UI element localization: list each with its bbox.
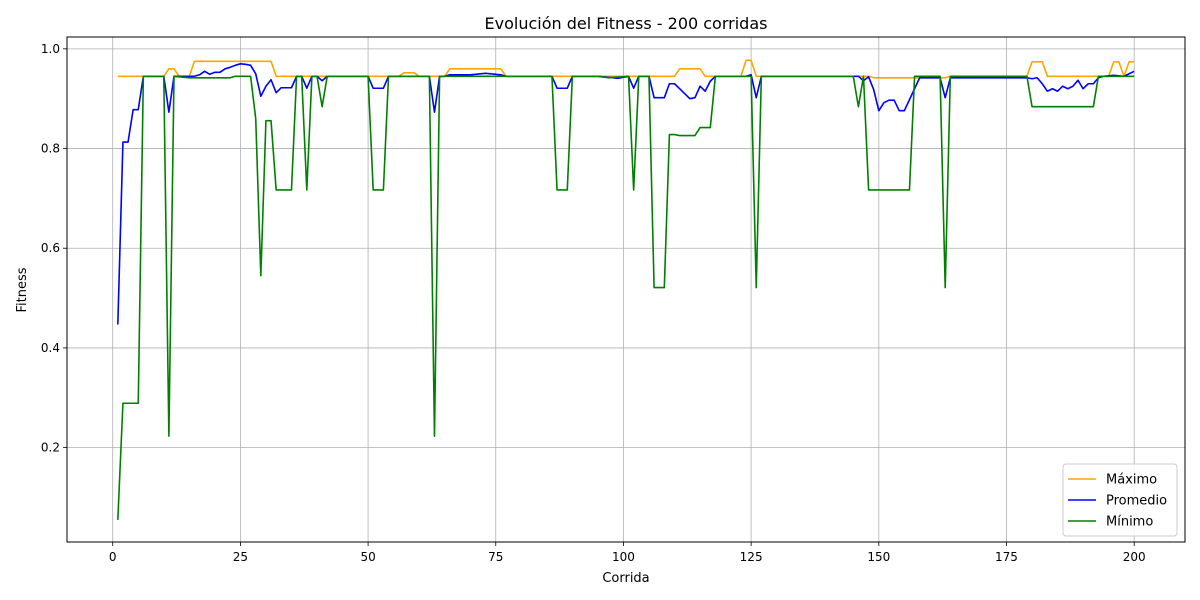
y-tick-label: 0.4	[41, 341, 60, 355]
y-axis-ticks: 0.2 0.4 0.6 0.8 1.0	[41, 42, 67, 455]
legend-label: Promedio	[1106, 494, 1167, 509]
legend-label: Máximo	[1106, 473, 1157, 488]
x-tick-label: 75	[488, 550, 503, 564]
series-line-1	[117, 59, 1135, 79]
grid-lines	[67, 37, 1185, 542]
x-tick-label: 50	[360, 550, 375, 564]
legend: Máximo Promedio Mínimo	[1062, 463, 1178, 537]
x-tick-label: 175	[995, 550, 1018, 564]
x-tick-label: 125	[740, 550, 763, 564]
x-tick-label: 100	[612, 550, 635, 564]
x-tick-label: 25	[233, 550, 248, 564]
chart-title: Evolución del Fitness - 200 corridas	[485, 14, 768, 33]
series-line-3	[117, 75, 1135, 520]
series-lines	[117, 59, 1135, 520]
y-tick-label: 1.0	[41, 42, 60, 56]
x-tick-label: 0	[109, 550, 117, 564]
x-axis-ticks: 0 25 50 75 100 125 150 175 200	[109, 542, 1146, 564]
plot-frame	[66, 36, 1186, 543]
y-tick-label: 0.8	[41, 142, 60, 156]
x-axis-label: Corrida	[602, 571, 649, 586]
y-tick-label: 0.2	[41, 441, 60, 455]
y-tick-label: 0.6	[41, 241, 60, 255]
legend-box	[1062, 463, 1178, 537]
x-tick-label: 200	[1123, 550, 1146, 564]
x-tick-label: 150	[867, 550, 890, 564]
series-line-2	[117, 63, 1135, 325]
y-axis-label: Fitness	[15, 267, 30, 312]
legend-label: Mínimo	[1106, 515, 1153, 530]
